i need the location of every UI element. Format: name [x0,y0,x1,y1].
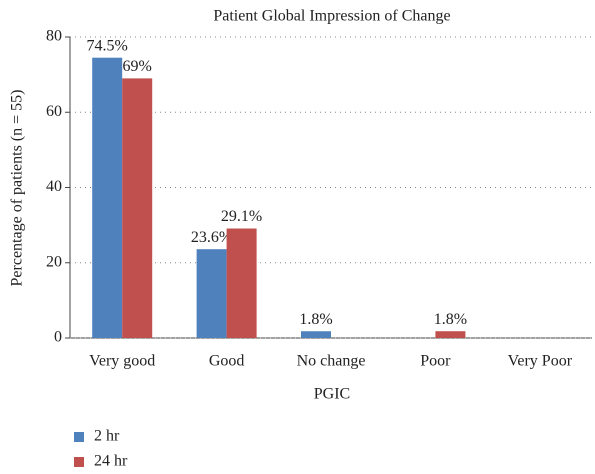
bar [196,249,227,338]
legend-swatch [74,457,84,467]
y-tick-label: 0 [54,329,62,346]
chart-title: Patient Global Impression of Change [213,8,450,25]
x-tick-label: Very good [89,353,155,370]
legend-label: 2 hr [94,428,120,445]
data-label: 74.5% [87,37,128,54]
y-tick-label: 80 [46,28,62,45]
y-axis-label: Percentage of patients (n = 55) [9,90,26,287]
x-tick-label: No change [297,353,366,370]
data-label: 29.1% [221,208,262,225]
legend-label: 24 hr [94,453,128,470]
bar [435,331,466,338]
bar [122,78,153,338]
bar [301,331,331,338]
x-tick-label: Very Poor [508,353,573,370]
data-label: 69% [123,58,152,75]
data-label: 23.6% [191,229,232,246]
x-axis-label: PGIC [314,386,350,403]
bar [226,228,257,338]
bar [92,57,123,338]
data-label: 1.8% [434,311,467,328]
x-tick-label: Good [209,353,245,370]
y-tick-label: 20 [46,253,62,270]
data-label: 1.8% [299,311,332,328]
y-tick-label: 40 [46,178,62,195]
x-tick-label: Poor [420,353,451,370]
legend-swatch [74,432,84,442]
y-tick-label: 60 [46,103,62,120]
